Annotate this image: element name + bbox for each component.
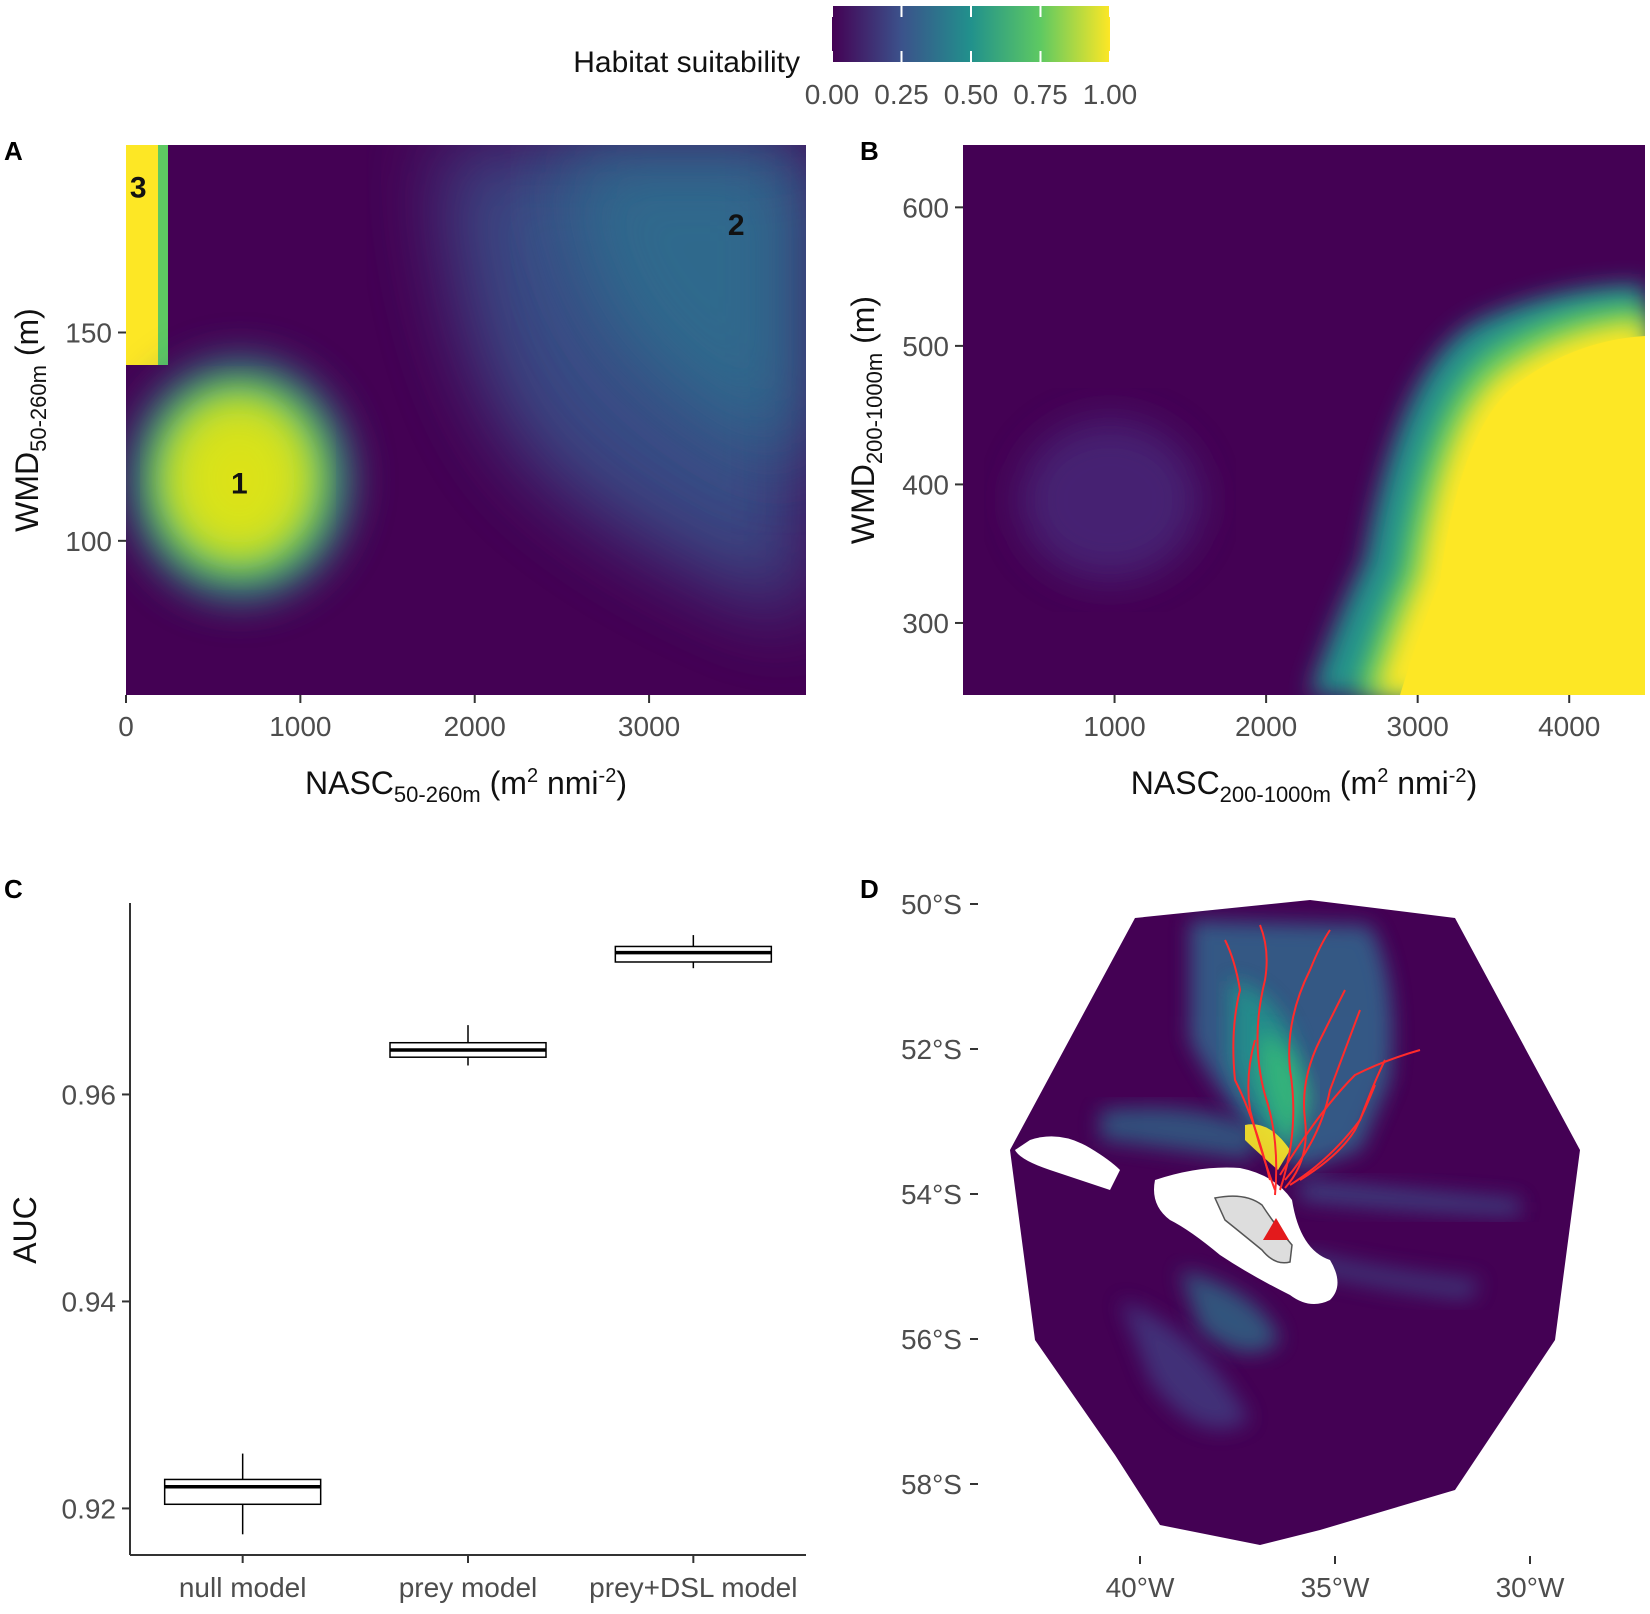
map-d (1010, 900, 1580, 1545)
track-7 (1284, 989, 1346, 1189)
legend-tick-label: 1.00 (1083, 79, 1138, 110)
track-2 (1279, 929, 1331, 1191)
x-tick-label: null model (179, 1572, 307, 1603)
panel-letter-c: C (4, 874, 23, 904)
legend-tick-label: 0.25 (874, 79, 929, 110)
map-suitability (1100, 920, 1520, 1429)
panel-letter-d: D (860, 874, 879, 904)
ylabel-b: WMD200-1000m (m) (845, 296, 887, 544)
y-tick-label: 150 (65, 318, 112, 349)
legend-title: Habitat suitability (573, 46, 800, 79)
tracks (1224, 924, 1421, 1196)
y-tick-label: 100 (65, 526, 112, 557)
heatmap-a (126, 145, 806, 695)
panel-b: B 1000 2000 3000 4000 300 400 500 600 NASC200-1… (845, 136, 1645, 807)
legend-tick-label: 0.75 (1013, 79, 1068, 110)
annotations-a: 1 2 3 (130, 172, 745, 501)
lon-tick-label: 35°W (1301, 1572, 1370, 1603)
lat-tick-label: 50°S (901, 889, 962, 920)
y-tick-label: 0.94 (62, 1286, 117, 1317)
x-tick-label: 2000 (1235, 711, 1297, 742)
lon-tick-label: 40°W (1106, 1572, 1175, 1603)
panel-letter-a: A (4, 136, 23, 166)
xlabel-a: NASC50-260m (m2 nmi-2) (305, 765, 627, 807)
x-tick-label: 2000 (444, 711, 506, 742)
annotation-label: 1 (231, 468, 248, 501)
legend: Habitat suitability 0.00 0.25 0.50 0.75 1.00 (573, 6, 1137, 110)
heatmap-b (963, 145, 1645, 695)
lat-tick-label: 54°S (901, 1179, 962, 1210)
x-tick-label: 4000 (1538, 711, 1600, 742)
land-shag-rocks (1015, 1136, 1120, 1190)
y-tick-label: 600 (902, 192, 949, 223)
colony-area (1213, 1195, 1293, 1264)
axis-b: 1000 2000 3000 4000 300 400 500 600 (902, 192, 1600, 742)
x-tick-label: 3000 (618, 711, 680, 742)
box-iqr (163, 1478, 322, 1506)
x-tick-label: prey model (399, 1572, 538, 1603)
axis-a: 0 1000 2000 3000 100 150 (65, 318, 680, 743)
lat-tick-label: 56°S (901, 1324, 962, 1355)
legend-ticks: 0.00 0.25 0.50 0.75 1.00 (805, 6, 1138, 110)
panel-a: A 0 1000 2000 3000 100 150 1 2 3 NASC50-260m (m… (4, 136, 806, 807)
panel-c: C 0.92 0.94 0.96 null model prey model prey+D… (4, 874, 806, 1603)
legend-tick-label: 0.50 (944, 79, 999, 110)
legend-tick-label: 0.00 (805, 79, 860, 110)
panel-letter-b: B (860, 136, 879, 166)
x-tick-label: 0 (118, 711, 134, 742)
annotation-label: 2 (728, 209, 745, 242)
x-tick-label: 1000 (1083, 711, 1145, 742)
panel-d: D (860, 874, 1580, 1603)
lat-tick-label: 58°S (901, 1469, 962, 1500)
y-tick-label: 0.96 (62, 1079, 117, 1110)
lat-tick-label: 52°S (901, 1034, 962, 1065)
track-8 (1247, 1039, 1276, 1191)
y-tick-label: 0.92 (62, 1493, 117, 1524)
annotation-label: 3 (130, 172, 147, 205)
track-9 (1299, 1084, 1376, 1181)
x-tick-label: 3000 (1387, 711, 1449, 742)
boxplots-c (163, 935, 773, 1535)
xlabel-b: NASC200-1000m (m2 nmi-2) (1131, 765, 1477, 807)
y-tick-label: 300 (902, 608, 949, 639)
ylabel-c: AUC (7, 1196, 43, 1264)
colony-marker (1263, 1218, 1289, 1240)
y-tick-label: 400 (902, 469, 949, 500)
axis-c: 0.92 0.94 0.96 null model prey model prey+DSL… (62, 903, 806, 1603)
track-6 (1279, 1049, 1421, 1176)
lon-tick-label: 30°W (1496, 1572, 1565, 1603)
x-tick-label: 1000 (269, 711, 331, 742)
y-tick-label: 500 (902, 331, 949, 362)
axis-d: 50°S 52°S 54°S 56°S 58°S 40°W 35°W 30°W (901, 889, 1565, 1603)
x-tick-label: prey+DSL model (589, 1572, 797, 1603)
track-1 (1256, 924, 1278, 1196)
ylabel-a: WMD50-260m (m) (9, 308, 51, 532)
